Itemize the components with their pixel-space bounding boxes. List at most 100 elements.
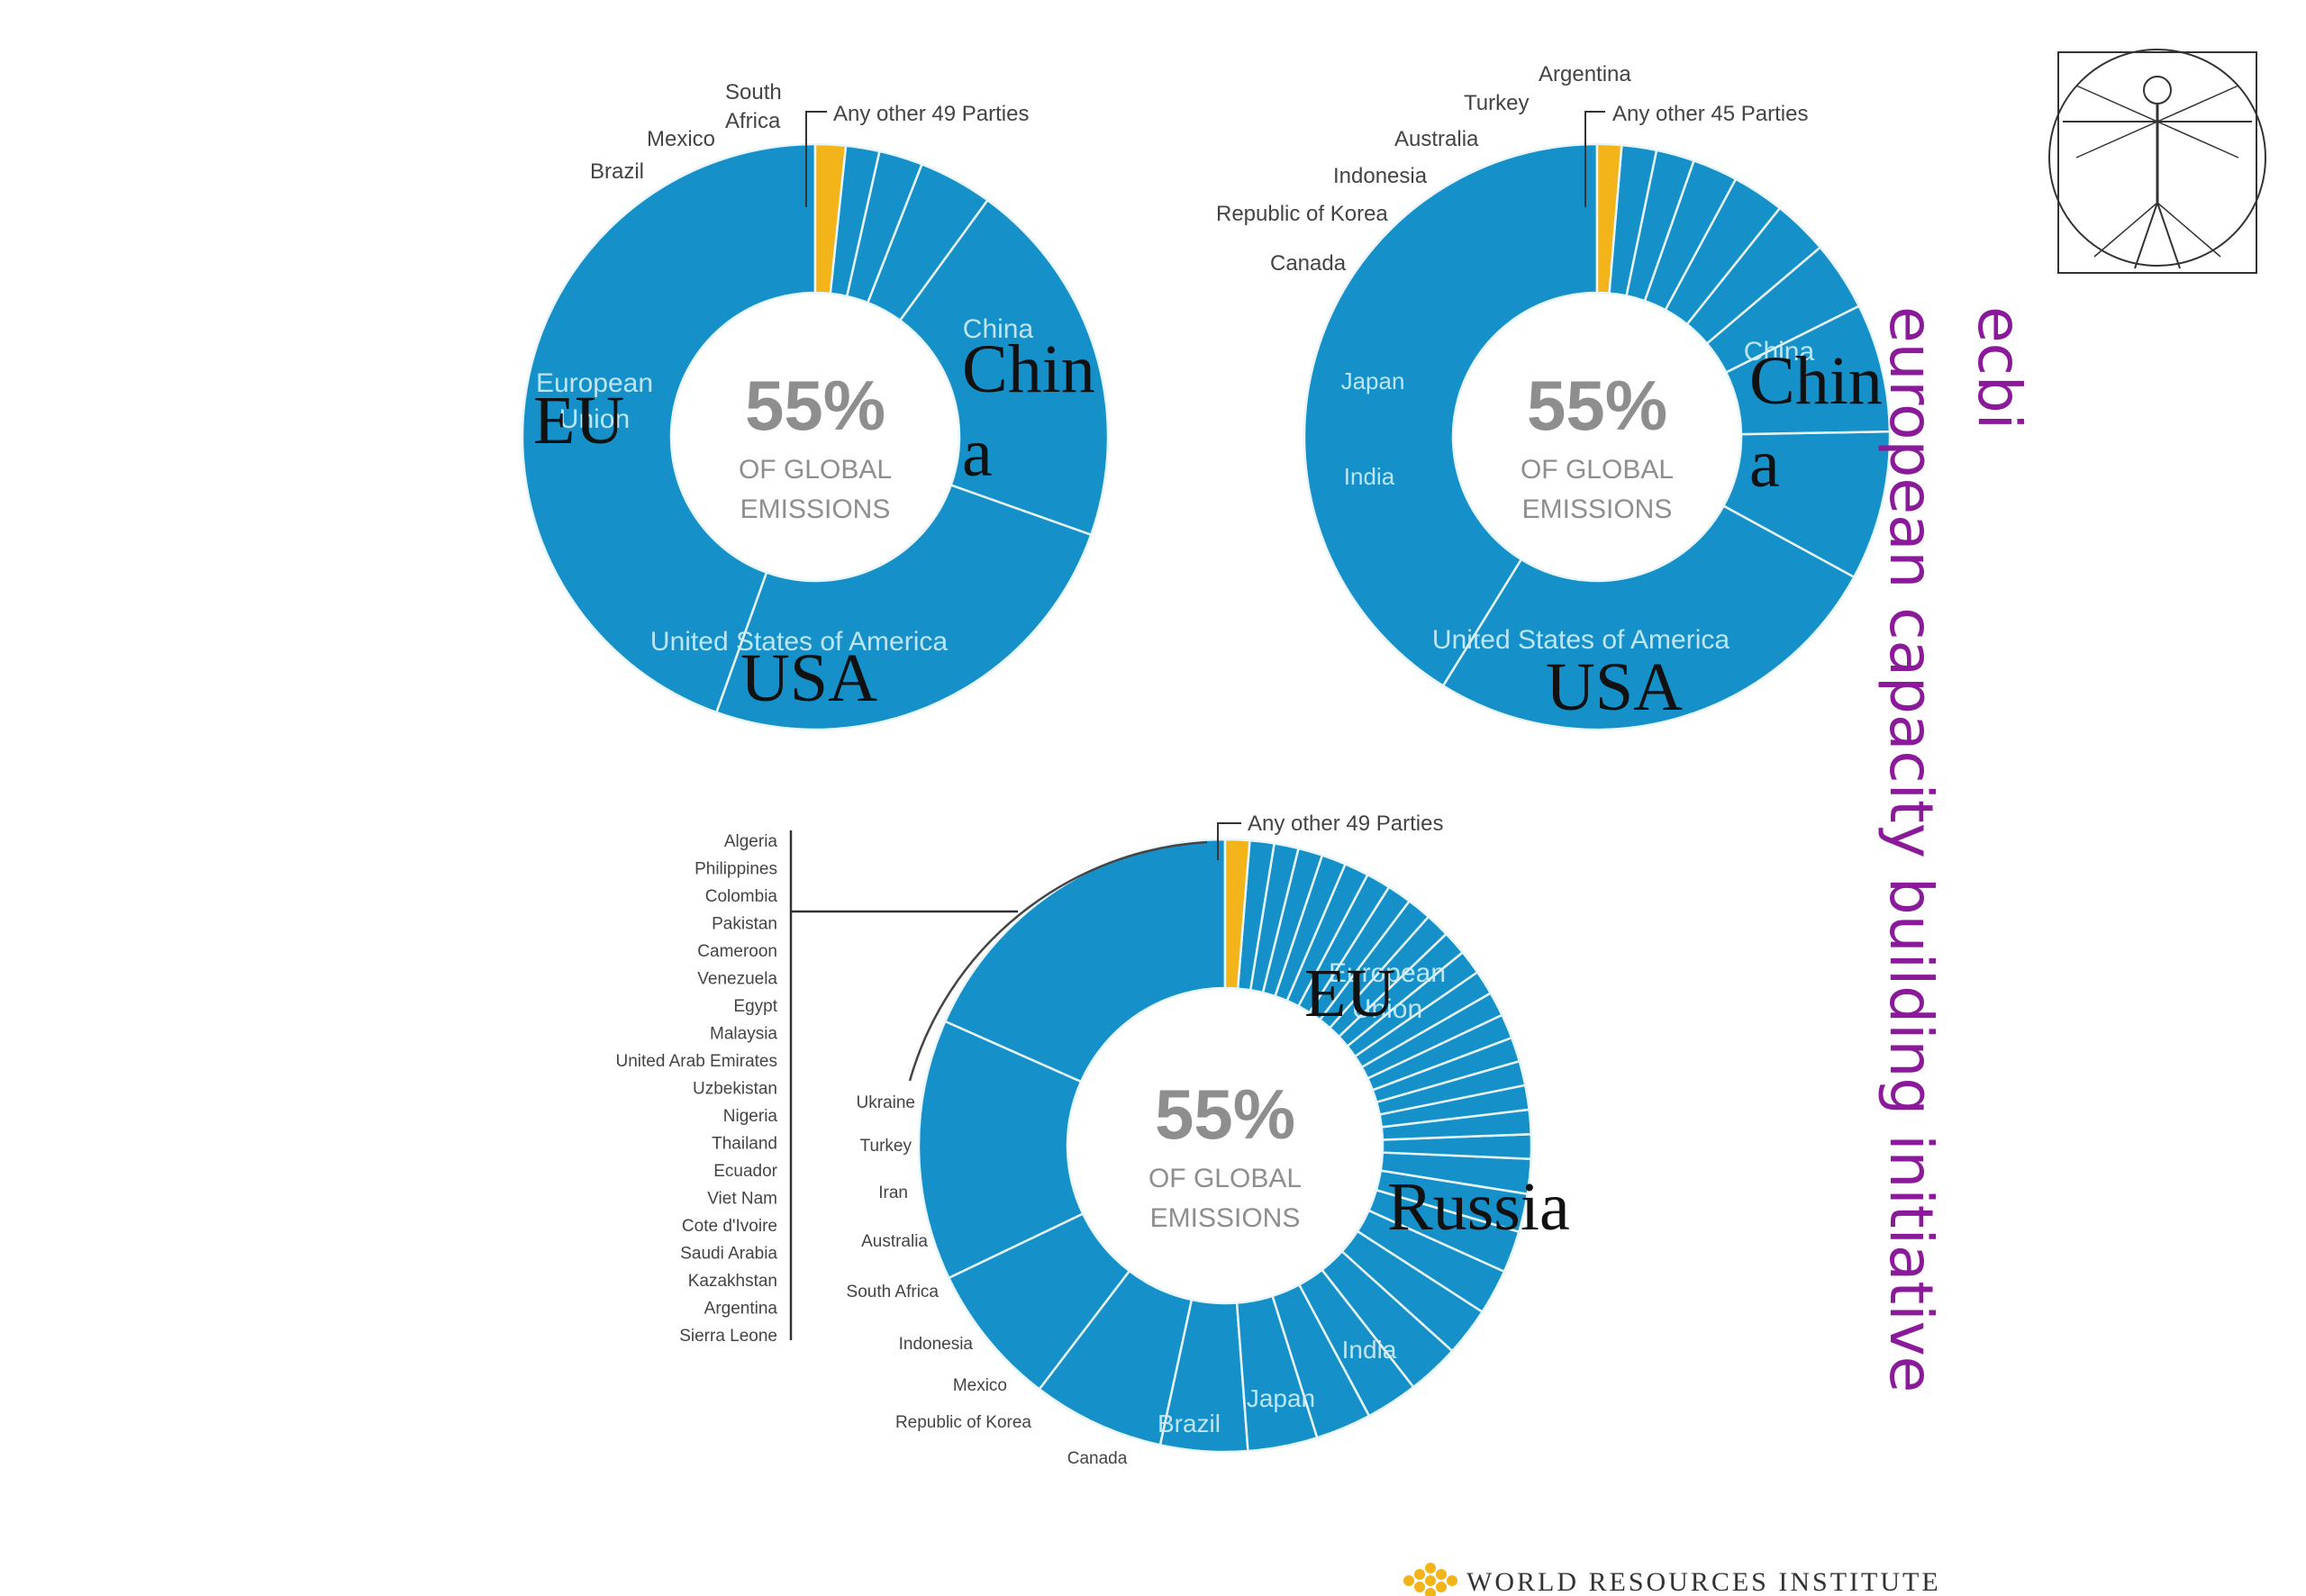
logo-legs	[2134, 199, 2181, 269]
wri-dot-6	[1425, 1588, 1436, 1596]
vitruvian-man-icon	[2048, 49, 2266, 274]
slice-united-states-of-america	[1441, 503, 1856, 731]
label-australia: Australia	[861, 1232, 928, 1251]
center-percent: 55%	[745, 366, 885, 445]
donut-chart-3: 55% OF GLOBAL EMISSIONS European Union India J…	[615, 812, 1569, 1468]
logo-circle	[2048, 49, 2266, 267]
list-cote-d-ivoire: Cote d'Ivoire	[682, 1217, 777, 1236]
label-mexico: Mexico	[647, 127, 715, 151]
list-colombia: Colombia	[705, 887, 778, 906]
leader-any-other	[805, 111, 827, 207]
overlay-eu: EU	[533, 383, 624, 458]
center-line-1: OF GLOBAL	[1521, 455, 1674, 485]
list-kazakhstan: Kazakhstan	[688, 1272, 777, 1291]
list-saudi-arabia: Saudi Arabia	[680, 1245, 777, 1264]
center-percent: 55%	[1155, 1075, 1295, 1154]
list-viet-nam: Viet Nam	[707, 1190, 777, 1209]
leader-any-other	[1584, 111, 1605, 207]
label-australia: Australia	[1394, 127, 1479, 151]
center-line-1: OF GLOBAL	[1148, 1164, 1302, 1193]
donut-chart-2: 55% OF GLOBAL EMISSIONS China United States …	[1216, 62, 1892, 731]
inside-label-china: China	[1744, 337, 1815, 367]
inside-label-union: Union	[1352, 994, 1422, 1024]
inside-label-union: Union	[559, 404, 630, 434]
list-cameroon: Cameroon	[697, 942, 777, 961]
label-republic-of-korea: Republic of Korea	[1216, 202, 1388, 226]
slice-any-other-45-parties	[1595, 142, 1623, 295]
wri-dot-8	[1447, 1575, 1457, 1586]
overlay-china: Chin	[1749, 343, 1883, 419]
overlay-eu: EU	[1304, 956, 1395, 1031]
overlay-russia: Russia	[1387, 1169, 1570, 1245]
list-argentina: Argentina	[704, 1300, 778, 1319]
wri-dot-1	[1414, 1569, 1425, 1580]
wri-dot-2	[1436, 1569, 1447, 1580]
inside-label-japan: Japan	[1247, 1384, 1315, 1412]
inside-label-european: European	[536, 368, 653, 398]
inside-label-japan: Japan	[1341, 367, 1405, 394]
slice-russia	[917, 1020, 1085, 1280]
org-name-text: european capacity building initiative	[1876, 306, 1946, 1393]
overlay-usa: USA	[740, 640, 877, 716]
list-sierra-leone: Sierra Leone	[679, 1327, 777, 1346]
slice-any-other-49-parties	[1223, 838, 1251, 990]
center-line-2: EMISSIONS	[1522, 494, 1673, 524]
label-canada: Canada	[1270, 251, 1347, 276]
wri-dot-0	[1425, 1563, 1436, 1573]
center-line-2: EMISSIONS	[1150, 1203, 1301, 1233]
slice-china	[521, 142, 817, 714]
wri-dot-3	[1425, 1575, 1436, 1586]
list-malaysia: Malaysia	[710, 1025, 777, 1044]
donut-chart-1: 55%OF GLOBALEMISSIONSChinaEuropeanUnionU…	[521, 80, 1110, 731]
inside-label-european: European	[1329, 958, 1446, 988]
center-line-1: OF GLOBAL	[739, 455, 892, 485]
list-pakistan: Pakistan	[712, 915, 777, 934]
label-canada: Canada	[1067, 1449, 1128, 1468]
label-south-africa-2: Africa	[725, 109, 781, 133]
org-short-text: ecbi	[1965, 306, 2034, 431]
label-argentina: Argentina	[1539, 62, 1631, 86]
logo-head	[2143, 76, 2172, 104]
list-ecuador: Ecuador	[713, 1162, 777, 1181]
wri-dot-4	[1414, 1582, 1425, 1592]
list-nigeria: Nigeria	[723, 1107, 778, 1126]
list-venezuela: Venezuela	[697, 970, 777, 989]
slice-united-states-of-america	[714, 483, 1093, 731]
logo-arms-3	[2075, 85, 2239, 159]
inside-label-india: India	[1344, 463, 1395, 490]
label-brazil: Brazil	[590, 159, 644, 184]
wri-dot-7	[1403, 1575, 1414, 1586]
label-republic-of-korea: Republic of Korea	[895, 1413, 1031, 1432]
ecbi-sidebar: european capacity building initiative ec…	[1845, 306, 2043, 1495]
list-algeria: Algeria	[724, 832, 778, 851]
list-thailand: Thailand	[712, 1135, 777, 1154]
label-south-africa-1: South	[725, 80, 782, 104]
list-united-arab-emirates: United Arab Emirates	[615, 1052, 777, 1071]
slice-china	[1303, 142, 1599, 688]
label-ukraine: Ukraine	[857, 1093, 915, 1112]
inside-label-usa: United States of America	[650, 627, 948, 657]
label-south-africa: South Africa	[847, 1283, 940, 1301]
leader-any-other	[1217, 822, 1241, 860]
arc-bracket	[908, 840, 1208, 1082]
overlay-china: Chin	[962, 331, 1095, 407]
inside-label-usa: United States of America	[1432, 625, 1730, 655]
slice-any-other-49-parties	[813, 142, 848, 295]
label-any-other-49: Any other 49 Parties	[1248, 812, 1443, 836]
inside-label-brazil: Brazil	[1158, 1410, 1221, 1437]
slice-european-union	[898, 198, 1110, 537]
label-indonesia: Indonesia	[899, 1335, 974, 1354]
label-indonesia: Indonesia	[1333, 164, 1428, 188]
label-any-other-45: Any other 45 Parties	[1612, 102, 1808, 126]
label-iran: Iran	[878, 1183, 908, 1202]
label-turkey: Turkey	[1464, 91, 1529, 115]
center-percent: 55%	[1527, 366, 1667, 445]
list-philippines: Philippines	[695, 860, 777, 879]
overlay-usa: USA	[1546, 649, 1683, 725]
inside-label-india: India	[1342, 1336, 1397, 1364]
overlay-china-2: a	[962, 415, 993, 491]
label-any-other-49: Any other 49 Parties	[833, 102, 1029, 126]
wri-dot-5	[1436, 1582, 1447, 1592]
label-mexico: Mexico	[953, 1376, 1007, 1395]
